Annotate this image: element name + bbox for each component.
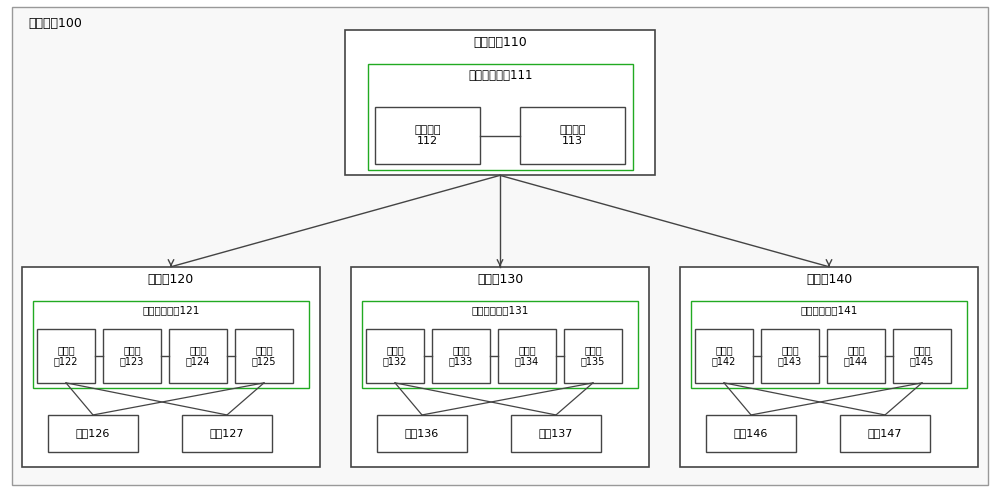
- Text: 诊断模
块144: 诊断模 块144: [844, 345, 868, 367]
- Bar: [520, 107, 625, 164]
- Bar: [511, 415, 601, 452]
- Text: 主控制器110: 主控制器110: [473, 36, 527, 48]
- Text: 检测模
块122: 检测模 块122: [54, 345, 78, 367]
- Text: 检测模
块142: 检测模 块142: [712, 345, 736, 367]
- Bar: [706, 415, 796, 452]
- Text: 应用137: 应用137: [539, 428, 573, 439]
- Text: 恢复模
块135: 恢复模 块135: [581, 345, 605, 367]
- Text: 应用146: 应用146: [734, 428, 768, 439]
- Text: 应用147: 应用147: [868, 428, 902, 439]
- Text: 故障检测单元111: 故障检测单元111: [468, 69, 533, 82]
- Bar: [840, 415, 930, 452]
- Text: 控制器140: 控制器140: [806, 273, 852, 286]
- Bar: [33, 301, 309, 388]
- Bar: [377, 415, 467, 452]
- Text: 诊断模
块134: 诊断模 块134: [515, 345, 539, 367]
- Text: 上报模
块123: 上报模 块123: [120, 345, 144, 367]
- Bar: [432, 329, 490, 383]
- Bar: [37, 329, 95, 383]
- Text: 应用127: 应用127: [210, 428, 244, 439]
- Bar: [362, 301, 638, 388]
- Text: 诊断模
块124: 诊断模 块124: [186, 345, 210, 367]
- Text: 应用136: 应用136: [405, 428, 439, 439]
- Bar: [182, 415, 272, 452]
- Text: 诊断模块
113: 诊断模块 113: [559, 125, 586, 146]
- Bar: [564, 329, 622, 383]
- Text: 应用126: 应用126: [76, 428, 110, 439]
- Bar: [827, 329, 885, 383]
- Bar: [351, 267, 649, 467]
- Text: 检测模
块132: 检测模 块132: [383, 345, 407, 367]
- Bar: [169, 329, 227, 383]
- Bar: [375, 107, 480, 164]
- Bar: [761, 329, 819, 383]
- Bar: [103, 329, 161, 383]
- Bar: [235, 329, 293, 383]
- Bar: [498, 329, 556, 383]
- Bar: [691, 301, 967, 388]
- Bar: [695, 329, 753, 383]
- Text: 恢复模
块125: 恢复模 块125: [252, 345, 276, 367]
- Text: 控制器120: 控制器120: [148, 273, 194, 286]
- Text: 数据中心100: 数据中心100: [28, 17, 82, 30]
- Text: 控制器130: 控制器130: [477, 273, 523, 286]
- Text: 故障检测单元141: 故障检测单元141: [800, 305, 858, 315]
- Text: 上报模
块133: 上报模 块133: [449, 345, 473, 367]
- Text: 检测模块
112: 检测模块 112: [414, 125, 441, 146]
- Text: 故障检测单元121: 故障检测单元121: [142, 305, 200, 315]
- Text: 上报模
块143: 上报模 块143: [778, 345, 802, 367]
- Bar: [893, 329, 951, 383]
- Bar: [22, 267, 320, 467]
- Bar: [345, 30, 655, 175]
- Bar: [368, 64, 633, 170]
- Bar: [680, 267, 978, 467]
- Text: 故障检测单元131: 故障检测单元131: [471, 305, 529, 315]
- Bar: [366, 329, 424, 383]
- Text: 恢复模
块145: 恢复模 块145: [910, 345, 934, 367]
- Bar: [48, 415, 138, 452]
